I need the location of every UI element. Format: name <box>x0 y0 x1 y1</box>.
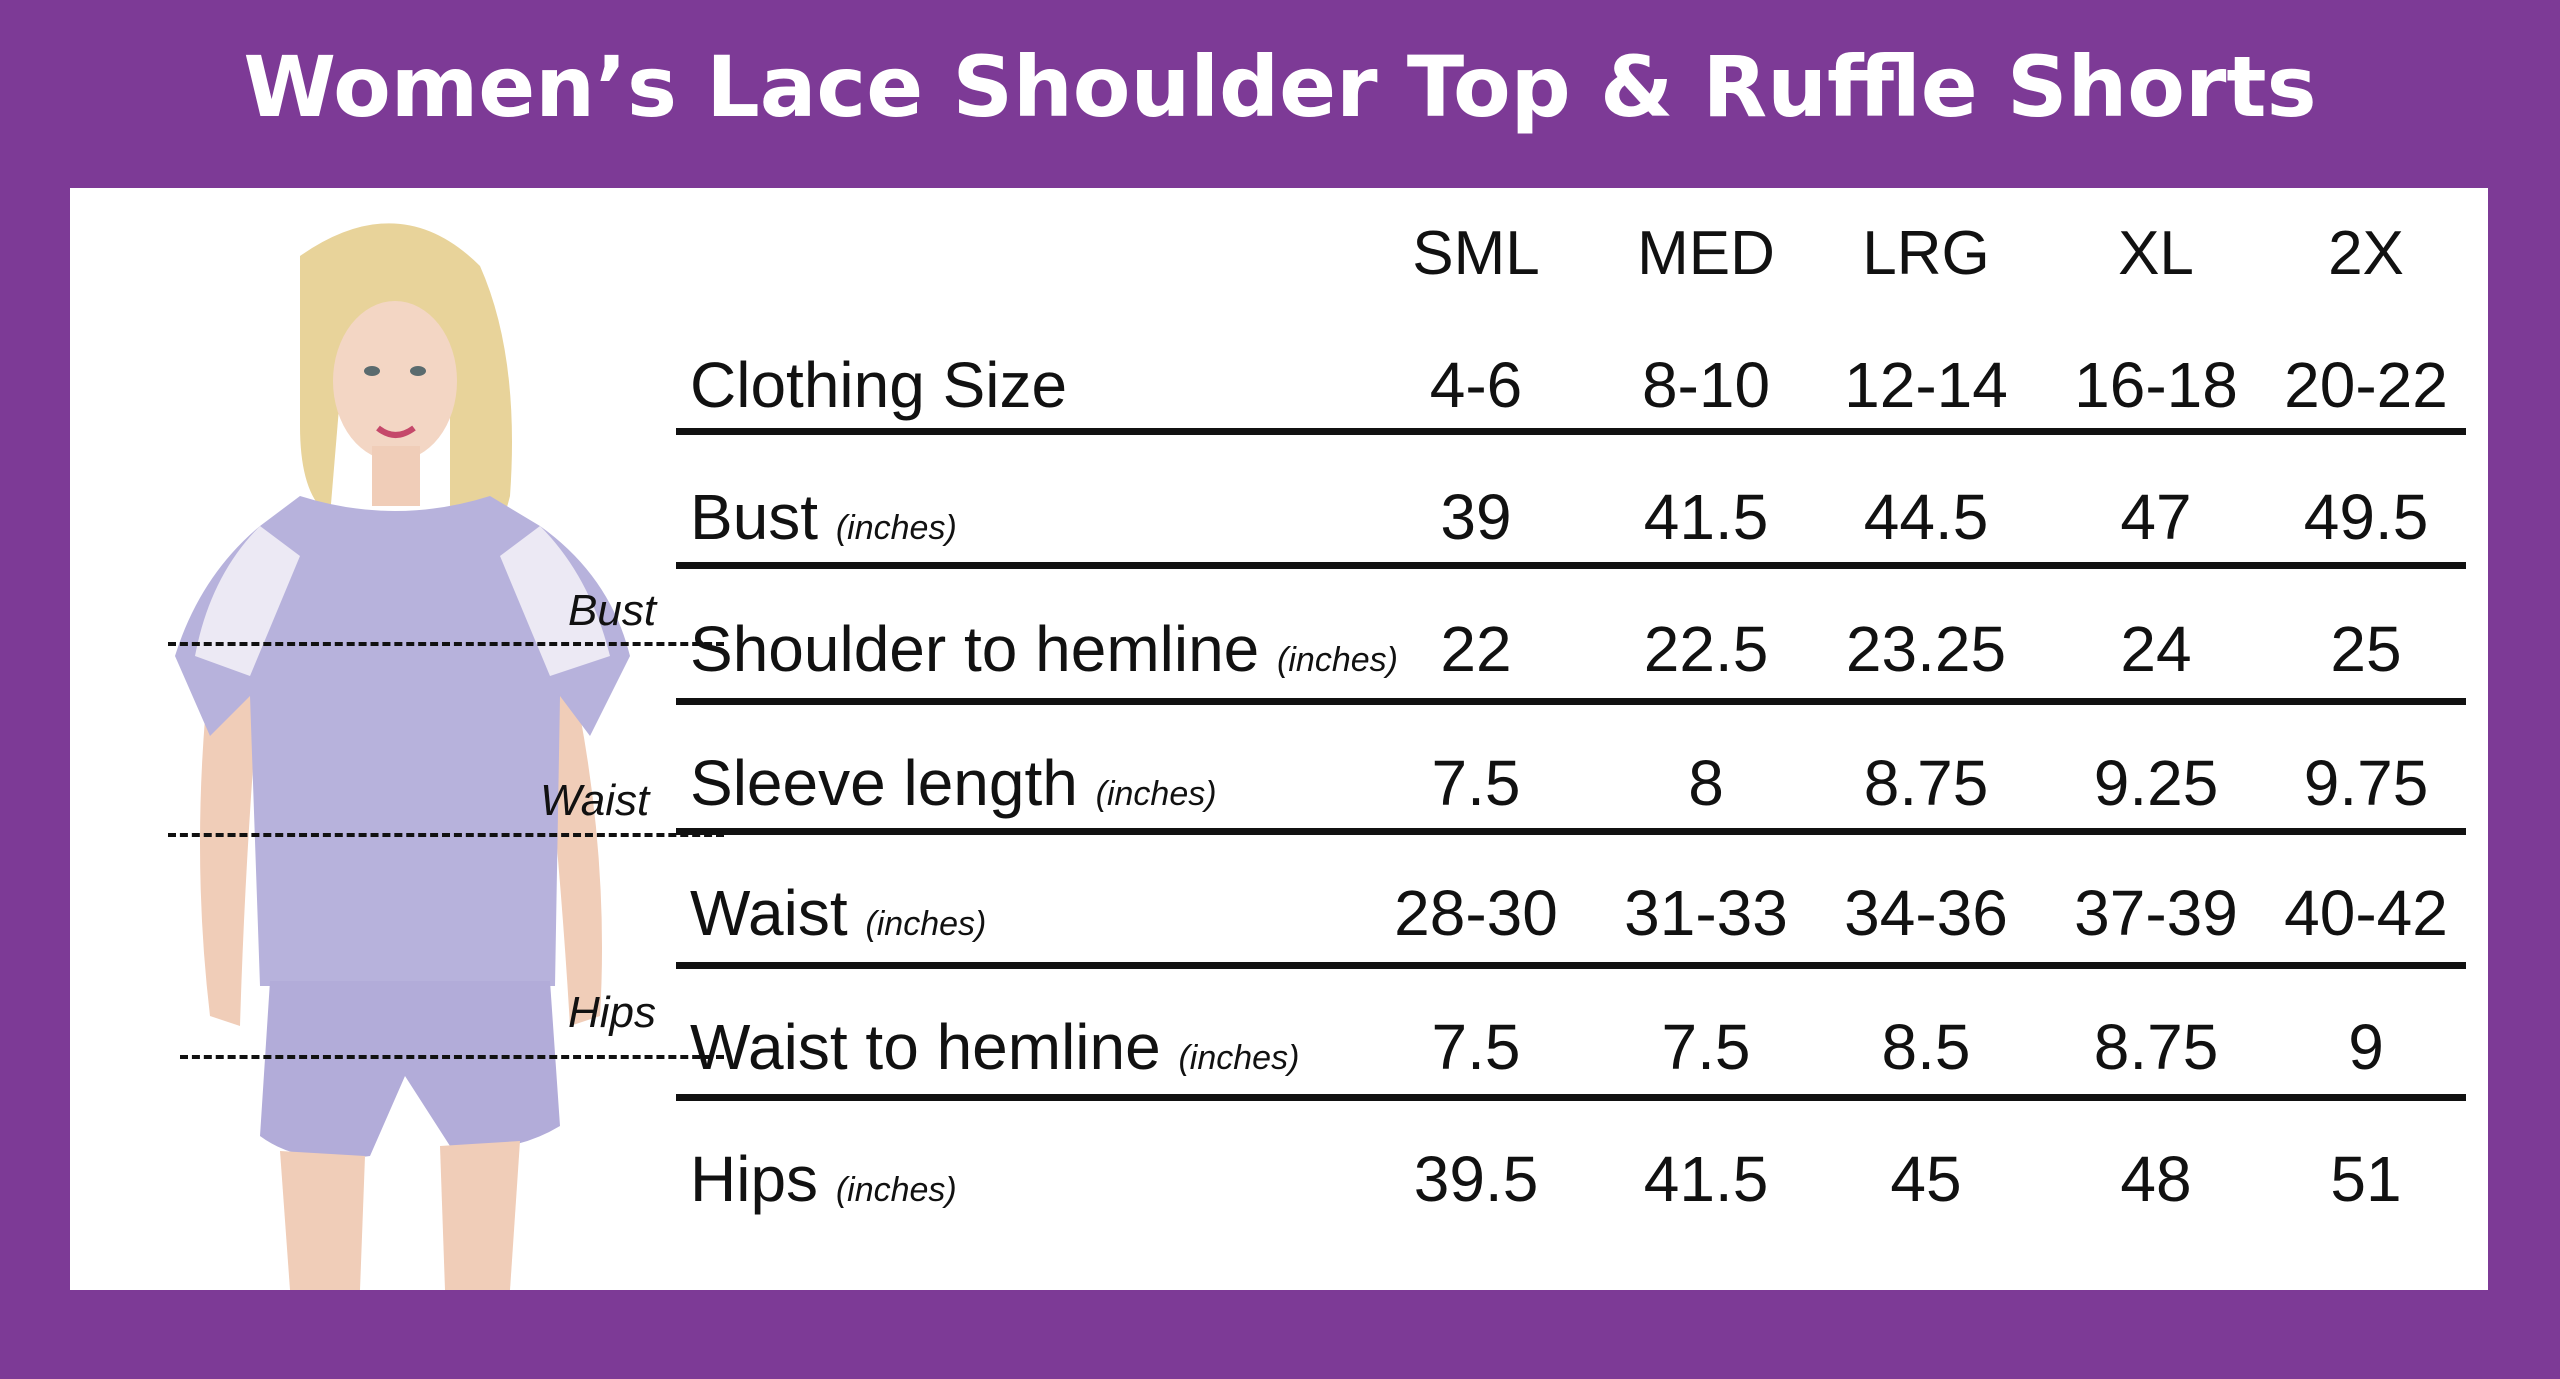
table-cell: 8.75 <box>1863 747 1989 819</box>
size-header-lrg: LRG <box>1862 219 1990 288</box>
row-label-waist-to-hemline: Waist to hemline (inches) <box>690 1011 1300 1083</box>
table-cell: 20-22 <box>2284 349 2448 421</box>
table-cell: 34-36 <box>1844 877 2008 949</box>
unit-label: (inches) <box>1095 775 1217 813</box>
row-divider <box>676 1094 2466 1101</box>
table-cell: 4-6 <box>1429 349 1523 421</box>
row-divider <box>676 428 2466 435</box>
table-cell: 25 <box>2330 613 2402 685</box>
table-cell: 7.5 <box>1661 1011 1751 1083</box>
table-cell: 41.5 <box>1643 1143 1769 1215</box>
table-cell: 23.25 <box>1845 613 2007 685</box>
row-divider <box>676 562 2466 569</box>
unit-label: (inches) <box>835 509 957 547</box>
table-cell: 39 <box>1440 481 1512 553</box>
row-label-shoulder-to-hemline: Shoulder to hemline (inches) <box>690 613 1398 685</box>
row-label-bust: Bust (inches) <box>690 481 957 553</box>
table-cell: 48 <box>2120 1143 2192 1215</box>
bust-marker-line <box>168 642 724 646</box>
table-cell: 44.5 <box>1863 481 1989 553</box>
table-cell: 9.75 <box>2303 747 2429 819</box>
table-cell: 9.25 <box>2093 747 2219 819</box>
table-cell: 8.75 <box>2093 1011 2219 1083</box>
size-header-xl: XL <box>2118 219 2194 288</box>
unit-label: (inches) <box>835 1171 957 1209</box>
page-title: Women’s Lace Shoulder Top & Ruffle Short… <box>243 38 2317 136</box>
table-cell: 45 <box>1890 1143 1962 1215</box>
table-cell: 8.5 <box>1881 1011 1971 1083</box>
unit-label: (inches) <box>865 905 987 943</box>
table-cell: 22 <box>1440 613 1512 685</box>
table-cell: 37-39 <box>2074 877 2238 949</box>
table-cell: 8 <box>1688 747 1724 819</box>
table-cell: 7.5 <box>1431 1011 1521 1083</box>
table-cell: 31-33 <box>1624 877 1788 949</box>
table-cell: 9 <box>2348 1011 2384 1083</box>
row-divider <box>676 962 2466 969</box>
table-cell: 28-30 <box>1394 877 1558 949</box>
hips-marker-label: Hips <box>568 988 657 1037</box>
table-cell: 22.5 <box>1643 613 1769 685</box>
hips-marker-line <box>180 1055 724 1059</box>
table-cell: 16-18 <box>2074 349 2238 421</box>
size-header-sml: SML <box>1412 219 1540 288</box>
table-cell: 39.5 <box>1413 1143 1539 1215</box>
table-cell: 12-14 <box>1844 349 2008 421</box>
row-label-clothing-size: Clothing Size <box>690 349 1068 421</box>
size-chart-panel: Bust Waist Hips SML MED LRG XL 2X Clothi… <box>70 188 2488 1290</box>
table-cell: 7.5 <box>1431 747 1521 819</box>
table-cell: 49.5 <box>2303 481 2429 553</box>
table-cell: 24 <box>2120 613 2192 685</box>
size-header-med: MED <box>1637 219 1775 288</box>
bust-marker-label: Bust <box>568 586 657 635</box>
table-cell: 8-10 <box>1641 349 1771 421</box>
table-cell: 40-42 <box>2284 877 2448 949</box>
unit-label: (inches) <box>1277 641 1398 679</box>
table-cell: 51 <box>2330 1143 2402 1215</box>
row-label-hips: Hips (inches) <box>690 1143 957 1215</box>
row-label-waist: Waist (inches) <box>690 877 987 949</box>
size-header-2x: 2X <box>2328 219 2404 288</box>
waist-marker-line <box>168 833 724 837</box>
model-image <box>175 223 630 1290</box>
row-label-sleeve-length: Sleeve length (inches) <box>690 747 1217 819</box>
waist-marker-label: Waist <box>540 776 650 825</box>
unit-label: (inches) <box>1178 1039 1300 1077</box>
table-cell: 41.5 <box>1643 481 1769 553</box>
row-divider <box>676 828 2466 835</box>
row-divider <box>676 698 2466 705</box>
table-cell: 47 <box>2120 481 2192 553</box>
